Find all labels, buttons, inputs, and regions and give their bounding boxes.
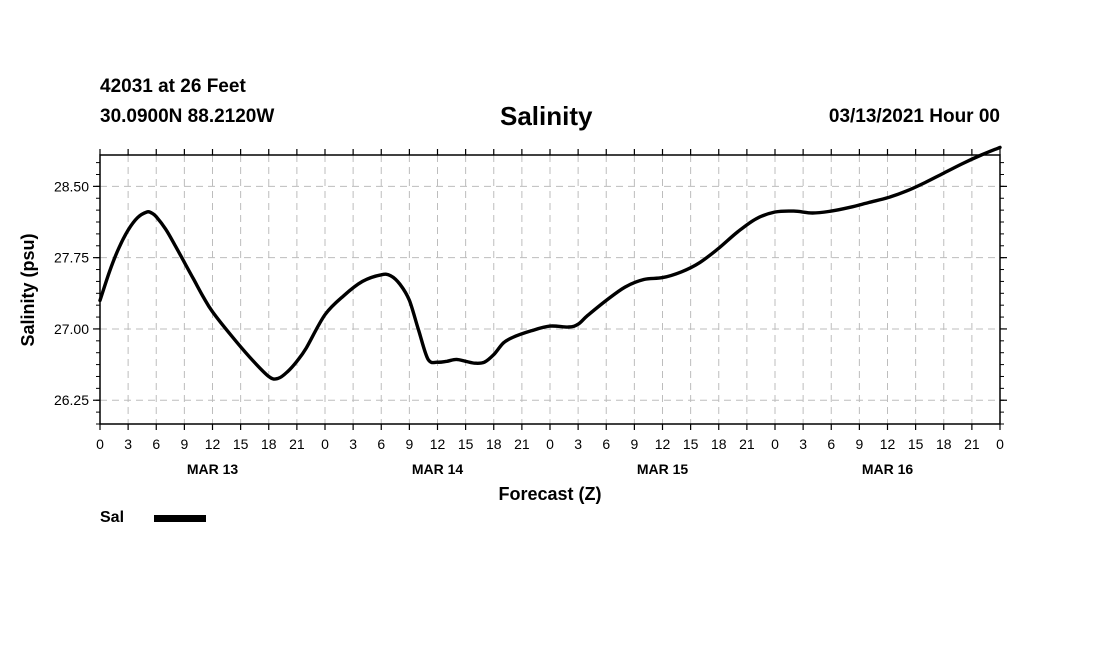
x-tick-label: 18 (936, 436, 952, 452)
x-tick-label: 15 (908, 436, 924, 452)
x-tick-label: 9 (630, 436, 638, 452)
location-label: 30.0900N 88.2120W (100, 106, 275, 127)
x-tick-label: 3 (574, 436, 582, 452)
day-label: MAR 13 (187, 461, 239, 477)
x-tick-label: 0 (96, 436, 104, 452)
x-axis: 0 3 6 9 12 15 18 21 0 3 6 9 12 15 18 21 0 3 6 9 12 15 18 21 0 3 6 9… (96, 149, 1004, 452)
run-time-label: 03/13/2021 Hour 00 (828, 106, 1000, 127)
x-tick-label: 0 (321, 436, 329, 452)
x-tick-label: 12 (880, 436, 896, 452)
grid-lines (100, 155, 1000, 424)
x-tick-label: 12 (430, 436, 446, 452)
legend-label: Sal (100, 509, 125, 526)
salinity-series-line (98, 145, 1002, 381)
day-label: MAR 15 (637, 461, 689, 477)
x-tick-label: 6 (377, 436, 385, 452)
y-axis-label: Salinity (psu) (18, 233, 38, 346)
x-tick-label: 21 (964, 436, 980, 452)
y-tick-label: 27.00 (54, 321, 89, 337)
x-tick-label: 3 (799, 436, 807, 452)
plot-frame (99, 154, 1001, 425)
x-tick-label: 21 (289, 436, 305, 452)
x-tick-label: 15 (683, 436, 699, 452)
chart-title: Salinity (500, 101, 593, 131)
x-tick-label: 9 (855, 436, 863, 452)
x-tick-label: 0 (546, 436, 554, 452)
x-tick-label: 18 (486, 436, 502, 452)
x-tick-label: 6 (152, 436, 160, 452)
x-axis-label: Forecast (Z) (498, 484, 601, 504)
legend-swatch (154, 514, 207, 522)
day-label: MAR 16 (862, 461, 914, 477)
x-tick-label: 21 (514, 436, 530, 452)
y-tick-label: 26.25 (54, 392, 89, 408)
x-tick-label: 12 (655, 436, 671, 452)
x-tick-label: 0 (996, 436, 1004, 452)
y-axis: 26.25 27.00 27.75 28.50 (54, 162, 1007, 425)
x-tick-label: 6 (827, 436, 835, 452)
x-tick-label: 9 (405, 436, 413, 452)
legend: Sal (100, 509, 207, 527)
x-tick-label: 21 (739, 436, 755, 452)
x-tick-label: 3 (124, 436, 132, 452)
x-tick-label: 9 (180, 436, 188, 452)
station-label: 42031 at 26 Feet (100, 76, 246, 97)
y-tick-label: 28.50 (54, 178, 89, 194)
x-tick-label: 15 (233, 436, 249, 452)
x-tick-label: 3 (349, 436, 357, 452)
x-tick-label: 18 (261, 436, 277, 452)
x-tick-label: 6 (602, 436, 610, 452)
x-tick-label: 15 (458, 436, 474, 452)
x-tick-label: 0 (771, 436, 779, 452)
x-tick-label: 18 (711, 436, 727, 452)
day-label: MAR 14 (412, 461, 464, 477)
x-tick-label: 12 (205, 436, 221, 452)
y-tick-label: 27.75 (54, 250, 89, 266)
day-labels: MAR 13 MAR 14 MAR 15 MAR 16 (187, 461, 914, 477)
